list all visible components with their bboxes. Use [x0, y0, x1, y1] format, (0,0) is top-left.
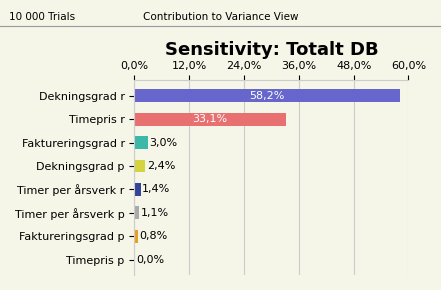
Text: 0,8%: 0,8% — [139, 231, 168, 241]
Bar — [135, 113, 286, 126]
Text: 58,2%: 58,2% — [250, 91, 285, 101]
Bar — [135, 230, 138, 243]
Text: 0,0%: 0,0% — [136, 255, 164, 265]
Bar — [135, 206, 139, 219]
Text: Contribution to Variance View: Contribution to Variance View — [143, 12, 298, 21]
Text: 1,4%: 1,4% — [142, 184, 171, 194]
Bar — [135, 160, 146, 173]
Title: Sensitivity: Totalt DB: Sensitivity: Totalt DB — [164, 41, 378, 59]
Bar — [135, 183, 141, 196]
Text: 3,0%: 3,0% — [149, 137, 178, 148]
Bar — [135, 136, 148, 149]
Bar — [135, 89, 400, 102]
Text: 1,1%: 1,1% — [141, 208, 169, 218]
Text: 33,1%: 33,1% — [192, 114, 228, 124]
Text: 10 000 Trials: 10 000 Trials — [9, 12, 75, 21]
Text: 2,4%: 2,4% — [147, 161, 175, 171]
